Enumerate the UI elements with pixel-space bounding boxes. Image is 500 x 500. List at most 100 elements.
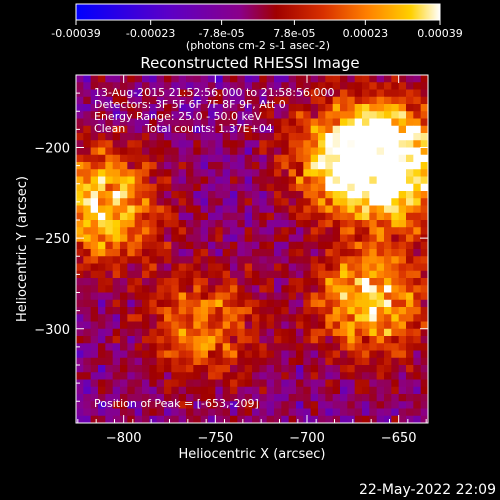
heatmap-cell xyxy=(215,234,224,243)
heatmap-cell xyxy=(171,75,180,83)
heatmap-cell xyxy=(310,176,319,185)
heatmap-cell xyxy=(120,379,128,388)
heatmap-cell xyxy=(120,162,128,170)
heatmap-cell xyxy=(193,408,202,417)
heatmap-cell xyxy=(76,415,84,424)
heatmap-cell xyxy=(83,328,92,337)
heatmap-cell xyxy=(156,372,165,380)
heatmap-cell xyxy=(303,270,312,279)
heatmap-cell xyxy=(288,386,297,395)
heatmap-cell xyxy=(369,328,378,337)
heatmap-cell xyxy=(222,162,231,170)
heatmap-cell xyxy=(134,133,143,141)
heatmap-cell xyxy=(193,198,202,206)
heatmap-cell xyxy=(274,212,282,221)
heatmap-cell xyxy=(303,176,312,185)
heatmap-cell xyxy=(252,111,260,119)
heatmap-cell xyxy=(369,133,378,141)
heatmap-cell xyxy=(178,379,187,388)
heatmap-cell xyxy=(222,220,231,228)
heatmap-cell xyxy=(200,212,209,221)
heatmap-cell xyxy=(134,104,143,112)
heatmap-cell xyxy=(362,118,370,127)
heatmap-cell xyxy=(362,256,370,264)
heatmap-cell xyxy=(303,263,312,272)
heatmap-cell xyxy=(332,234,341,243)
heatmap-cell xyxy=(244,147,253,156)
heatmap-cell xyxy=(193,336,202,344)
heatmap-cell xyxy=(252,198,260,206)
heatmap-cell xyxy=(222,350,231,359)
heatmap-cell xyxy=(259,292,268,301)
heatmap-cell xyxy=(354,285,363,293)
heatmap-cell xyxy=(156,386,165,395)
heatmap-cell xyxy=(252,154,260,163)
heatmap-cell xyxy=(420,321,429,330)
heatmap-cell xyxy=(420,401,429,409)
heatmap-cell xyxy=(252,321,260,330)
heatmap-cell xyxy=(164,140,172,148)
heatmap-cell xyxy=(105,212,114,221)
heatmap-cell xyxy=(340,314,348,322)
heatmap-cell xyxy=(112,285,121,293)
heatmap-cell xyxy=(362,401,370,409)
heatmap-cell xyxy=(420,415,429,424)
heatmap-cell xyxy=(384,256,392,264)
heatmap-cell xyxy=(406,111,414,119)
heatmap-cell xyxy=(164,234,172,243)
heatmap-cell xyxy=(134,147,143,156)
heatmap-cell xyxy=(127,321,136,330)
heatmap-cell xyxy=(376,183,385,192)
heatmap-cell xyxy=(237,82,246,90)
heatmap-cell xyxy=(325,328,334,337)
heatmap-cell xyxy=(281,234,290,243)
heatmap-cell xyxy=(90,162,99,170)
heatmap-cell xyxy=(369,336,378,344)
heatmap-cell xyxy=(105,357,114,366)
heatmap-cell xyxy=(193,350,202,359)
heatmap-cell xyxy=(376,270,385,279)
heatmap-cell xyxy=(98,314,106,322)
heatmap-cell xyxy=(215,343,224,351)
heatmap-cell xyxy=(127,278,136,286)
heatmap-cell xyxy=(252,350,260,359)
heatmap-cell xyxy=(340,328,348,337)
heatmap-cell xyxy=(149,169,158,177)
heatmap-cell xyxy=(164,125,172,134)
heatmap-cell xyxy=(252,307,260,315)
heatmap-cell xyxy=(340,96,348,105)
heatmap-cell xyxy=(318,299,326,308)
heatmap-cell xyxy=(281,408,290,417)
heatmap-cell xyxy=(208,263,216,272)
heatmap-cell xyxy=(164,104,172,112)
heatmap-cell xyxy=(310,328,319,337)
heatmap-cell xyxy=(362,82,370,90)
heatmap-cell xyxy=(200,176,209,185)
heatmap-cell xyxy=(376,299,385,308)
heatmap-cell xyxy=(120,299,128,308)
heatmap-cell xyxy=(252,234,260,243)
heatmap-cell xyxy=(244,270,253,279)
heatmap-cell xyxy=(142,321,150,330)
heatmap-cell xyxy=(120,386,128,395)
heatmap-cell xyxy=(354,415,363,424)
heatmap-cell xyxy=(420,379,429,388)
heatmap-cell xyxy=(420,75,429,83)
heatmap-cell xyxy=(391,307,400,315)
heatmap-cell xyxy=(222,415,231,424)
heatmap-cell xyxy=(281,307,290,315)
heatmap-cell xyxy=(413,75,422,83)
heatmap-cell xyxy=(391,408,400,417)
heatmap-cell xyxy=(376,96,385,105)
heatmap-cell xyxy=(340,278,348,286)
heatmap-cell xyxy=(347,198,356,206)
heatmap-cell xyxy=(288,357,297,366)
heatmap-cell xyxy=(134,408,143,417)
heatmap-cell xyxy=(274,343,282,351)
heatmap-cell xyxy=(171,386,180,395)
heatmap-cell xyxy=(200,89,209,98)
heatmap-cell xyxy=(252,191,260,199)
heatmap-cell xyxy=(90,314,99,322)
heatmap-cell xyxy=(391,234,400,243)
